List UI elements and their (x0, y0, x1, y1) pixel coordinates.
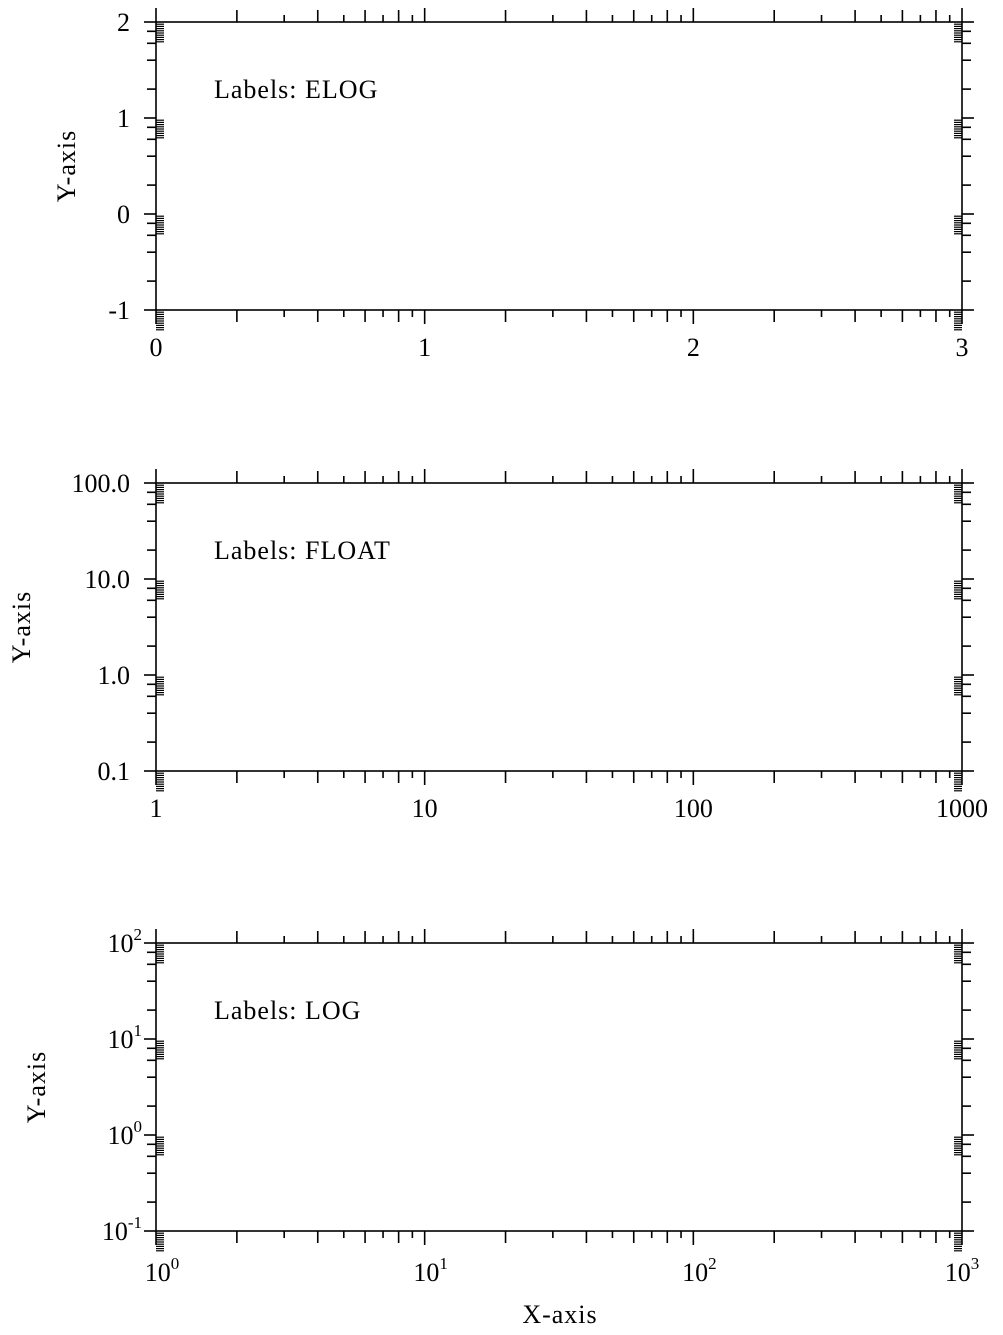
x-tick-label: 0 (150, 333, 163, 362)
x-tick-label: 103 (945, 1254, 980, 1287)
y-tick-label: 101 (108, 1021, 143, 1054)
y-tick-label: 0.1 (98, 757, 131, 786)
x-tick-label: 1000 (936, 794, 988, 823)
plot-frame (155, 942, 963, 1232)
panel-annotation: Labels: LOG (214, 996, 361, 1025)
x-axis-title: X-axis (522, 1300, 597, 1329)
y-axis-title: Y-axis (7, 591, 36, 663)
x-tick-label: 2 (687, 333, 700, 362)
plot-frame (155, 482, 963, 772)
y-tick-label: 0 (117, 200, 130, 229)
x-tick-label: 3 (956, 333, 969, 362)
x-tick-label: 101 (413, 1254, 448, 1287)
y-tick-label: 10.0 (85, 565, 131, 594)
y-tick-label: 1 (117, 104, 130, 133)
chart-panel-3: 100 101 102 10310-1100101102Y-axisX-axisLab… (22, 925, 979, 1329)
x-tick-label: 10 (412, 794, 438, 823)
y-axis-title: Y-axis (52, 130, 81, 202)
y-tick-label: 10-1 (102, 1213, 142, 1246)
y-tick-label: -1 (108, 296, 130, 325)
y-tick-label: 102 (108, 925, 143, 958)
x-tick-label: 102 (682, 1254, 717, 1287)
panel-annotation: Labels: ELOG (214, 75, 378, 104)
plot-frame (155, 21, 963, 311)
y-tick-label: 100.0 (72, 469, 131, 498)
y-tick-label: 100 (108, 1117, 143, 1150)
x-tick-label: 100 (145, 1254, 180, 1287)
panel-annotation: Labels: FLOAT (214, 536, 391, 565)
x-tick-label: 1 (150, 794, 163, 823)
y-axis-title: Y-axis (22, 1051, 51, 1123)
x-tick-label: 100 (674, 794, 713, 823)
y-tick-label: 2 (117, 8, 130, 37)
y-tick-label: 1.0 (98, 661, 131, 690)
chart-panel-1: 0 1 2 3 -1 0 1 2 Y-axis Labels: ELOG (52, 8, 974, 362)
chart-panel-2: 1 10 100 1000 0.1 1.0 10.0 100.0 Y-axis Labels: F… (7, 469, 988, 823)
x-tick-label: 1 (418, 333, 431, 362)
